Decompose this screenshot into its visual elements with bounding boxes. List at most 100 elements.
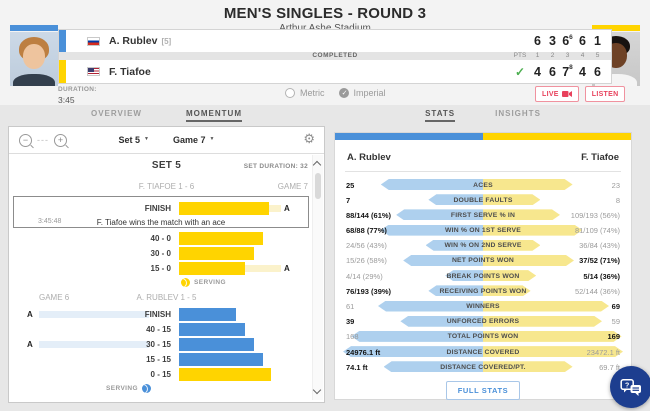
serving-label: SERVING [194, 279, 226, 286]
stat-value-tiafoe: 59 [611, 317, 620, 327]
stat-row: 168 TOTAL POINTS WON 169 [335, 329, 631, 344]
stat-value-rublev: 24/56 (43%) [346, 241, 387, 251]
tab-insights[interactable]: INSIGHTS [495, 109, 541, 118]
stat-row: 24976.1 ft DISTANCE COVERED 23472.1 ft [335, 344, 631, 359]
stat-value-tiafoe: 23472.1 ft [586, 347, 620, 357]
stat-row: 74.1 ft DISTANCE COVERED/PT. 69.7 ft [335, 359, 631, 374]
stat-value-rublev: 4/14 (29%) [346, 271, 383, 281]
full-stats-button[interactable]: FULL STATS [445, 381, 521, 401]
zoom-in-icon[interactable] [54, 133, 67, 147]
zoom-slider[interactable]: --- [37, 135, 49, 145]
tab-overview[interactable]: OVERVIEW [91, 109, 142, 118]
duration-label: DURATION: [58, 86, 97, 93]
unit-toggle: Metric Imperial [285, 88, 386, 99]
momentum-point-row: FINISH A [9, 202, 303, 215]
momentum-point-row: 40 - 0 [9, 232, 324, 245]
set-number-header: 1 [535, 52, 540, 59]
ace-connector [39, 341, 149, 348]
ace-marker: A [284, 264, 290, 273]
point-score-label: 30 - 15 [146, 340, 171, 349]
scrollbar-track[interactable] [312, 155, 323, 400]
match-status: COMPLETED [312, 52, 358, 59]
listen-button[interactable]: LISTEN [584, 86, 626, 102]
stat-value-tiafoe: 81/109 (74%) [574, 226, 620, 236]
momentum-point-row: 40 - 15 [9, 323, 324, 336]
game-selector[interactable]: Game 7 ▼ [173, 135, 214, 145]
tennis-ball-icon [141, 384, 151, 393]
momentum-bar [179, 262, 245, 275]
momentum-point-row: 30 - 0 [9, 247, 324, 260]
zoom-out-icon[interactable] [19, 133, 32, 147]
momentum-point-row: A 30 - 15 [9, 338, 324, 351]
stat-bar-tiafoe [483, 285, 531, 296]
momentum-bar [179, 202, 269, 215]
stat-value-tiafoe: 23 [611, 180, 620, 190]
point-score-label: 15 - 0 [150, 264, 171, 273]
radio-imperial[interactable]: Imperial [338, 88, 386, 99]
stat-label: NET POINTS WON [451, 257, 515, 265]
game-selector-value: Game 7 [172, 135, 206, 145]
stat-value-rublev: 24976.1 ft [346, 347, 381, 357]
point-score-label: 30 - 0 [150, 249, 171, 258]
stat-value-tiafoe: 169 [607, 332, 620, 342]
ace-connector [245, 265, 281, 272]
tab-stats[interactable]: STATS [425, 109, 456, 122]
momentum-point-row: 15 - 15 [9, 353, 324, 366]
stat-bar-rublev [383, 361, 483, 373]
stat-value-rublev: 76/193 (39%) [346, 286, 392, 296]
stat-value-tiafoe: 5/14 (36%) [583, 271, 620, 281]
stat-bar-rublev [378, 300, 483, 312]
ace-marker: A [27, 310, 33, 319]
stat-row: 15/26 (58%) NET POINTS WON 37/52 (71%) [335, 253, 631, 268]
game-number-label: GAME 7 [277, 182, 308, 191]
radio-checked-icon[interactable] [338, 88, 350, 99]
set-score: 1 [594, 34, 601, 48]
momentum-bar [179, 338, 254, 351]
set-score: 3 [549, 34, 556, 48]
tiebreak-score: 6 [569, 33, 573, 41]
tab-momentum[interactable]: MOMENTUM [185, 109, 242, 122]
momentum-chart: SET 5 SET DURATION: 32 F. TIAFOE 1 - 6 G… [9, 154, 324, 402]
avatar-shirt [13, 74, 55, 86]
event-description: F. Tiafoe wins the match with an ace [96, 218, 226, 227]
finish-event-box[interactable]: FINISH A 3:45:48 F. Tiafoe wins the match… [13, 196, 309, 228]
stat-row: 68/88 (77%) WIN % ON 1ST SERVE 81/109 (74%… [335, 223, 631, 238]
stat-bar-tiafoe [483, 316, 602, 327]
gear-icon[interactable]: ⚙ [303, 131, 315, 146]
stat-label: WIN % ON 2ND SERVE [444, 242, 522, 250]
stats-panel: A. Rublev F. Tiafoe 25 ACES 23 7 DOUBLE FAUL… [334, 132, 632, 401]
stat-bar-rublev [425, 239, 483, 251]
stat-label: TOTAL POINTS WON [447, 333, 519, 341]
game-header: F. TIAFOE 1 - 6 GAME 7 [9, 182, 324, 194]
stat-bar-rublev [396, 209, 483, 221]
stat-label: WIN % ON 1ST SERVE [445, 227, 521, 235]
set-selector[interactable]: Set 5 ▼ [119, 135, 149, 145]
point-score-label: FINISH [144, 204, 171, 213]
stat-bar-rublev [445, 270, 483, 282]
caret-down-icon: ▼ [144, 136, 149, 142]
set-selector-value: Set 5 [118, 135, 141, 145]
camera-icon [561, 91, 572, 97]
stat-bar-rublev [343, 346, 483, 358]
game-number-label: GAME 6 [39, 293, 70, 302]
live-button[interactable]: LIVE [535, 86, 579, 102]
set-score: 66 [562, 33, 573, 48]
momentum-bar [179, 368, 271, 381]
set-number-header: 2 [550, 52, 555, 59]
game-score-label: F. TIAFOE 1 - 6 [138, 182, 195, 191]
chat-button[interactable]: ? [610, 366, 650, 408]
scrollbar-thumb[interactable] [315, 173, 321, 199]
momentum-bar [179, 353, 263, 366]
stat-bar-tiafoe [483, 194, 540, 205]
stat-label: ACES [473, 181, 493, 189]
player-row-rublev: A. Rublev [5] 6 3 66 6 1 [59, 30, 611, 52]
ace-marker: A [27, 340, 33, 349]
radio-circle-icon[interactable] [285, 88, 295, 98]
set-score: 4 [534, 64, 541, 79]
stat-bar-rublev [428, 194, 483, 206]
stat-bar-rublev [351, 330, 483, 342]
stat-value-rublev: 7 [346, 195, 351, 205]
radio-metric[interactable]: Metric [285, 88, 325, 98]
game-score-label: A. RUBLEV 1 - 5 [136, 293, 197, 302]
stat-row: 24/56 (43%) WIN % ON 2ND SERVE 36/84 (43%) [335, 238, 631, 253]
